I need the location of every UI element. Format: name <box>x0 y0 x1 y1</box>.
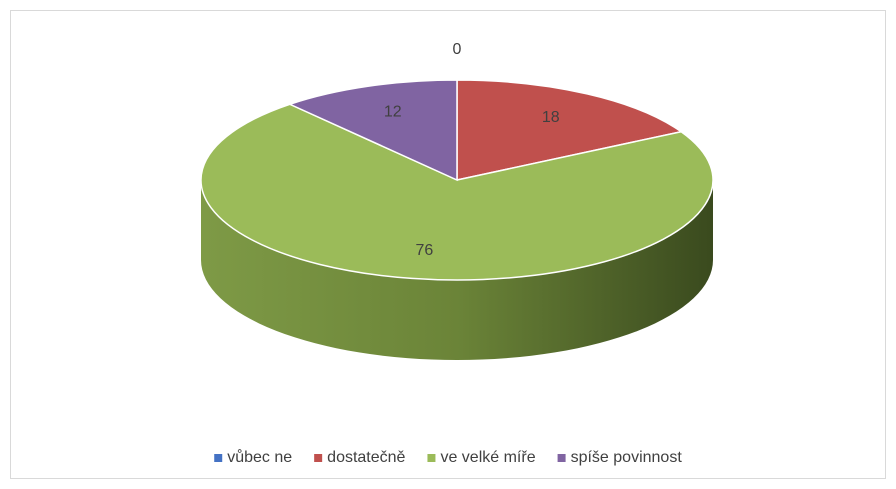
legend-swatch <box>427 454 436 462</box>
legend-item: vůbec ne <box>214 448 292 466</box>
legend-swatch <box>214 454 223 462</box>
pie: 0 18 76 12 <box>200 41 714 360</box>
slice-side <box>201 180 713 360</box>
legend-item: spíše povinnost <box>557 449 683 466</box>
legend-swatch <box>314 454 323 462</box>
legend-item: dostatečně <box>314 449 406 466</box>
data-label: 76 <box>415 242 433 259</box>
legend-label: ve velké míře <box>440 449 535 466</box>
data-label: 18 <box>542 109 560 126</box>
slice <box>456 79 684 181</box>
legend-item: ve velké míře <box>427 449 536 466</box>
legend-label: vůbec ne <box>227 448 292 466</box>
data-label: 12 <box>384 104 402 121</box>
legend-swatch <box>557 454 566 462</box>
slice <box>200 103 714 281</box>
slice <box>287 79 458 182</box>
legend-label: dostatečně <box>327 449 405 466</box>
legend-label: spíše povinnost <box>571 449 683 466</box>
data-label: 0 <box>453 41 462 58</box>
legend: vůbec ne dostatečně ve velké míře spíše pov… <box>214 448 682 466</box>
